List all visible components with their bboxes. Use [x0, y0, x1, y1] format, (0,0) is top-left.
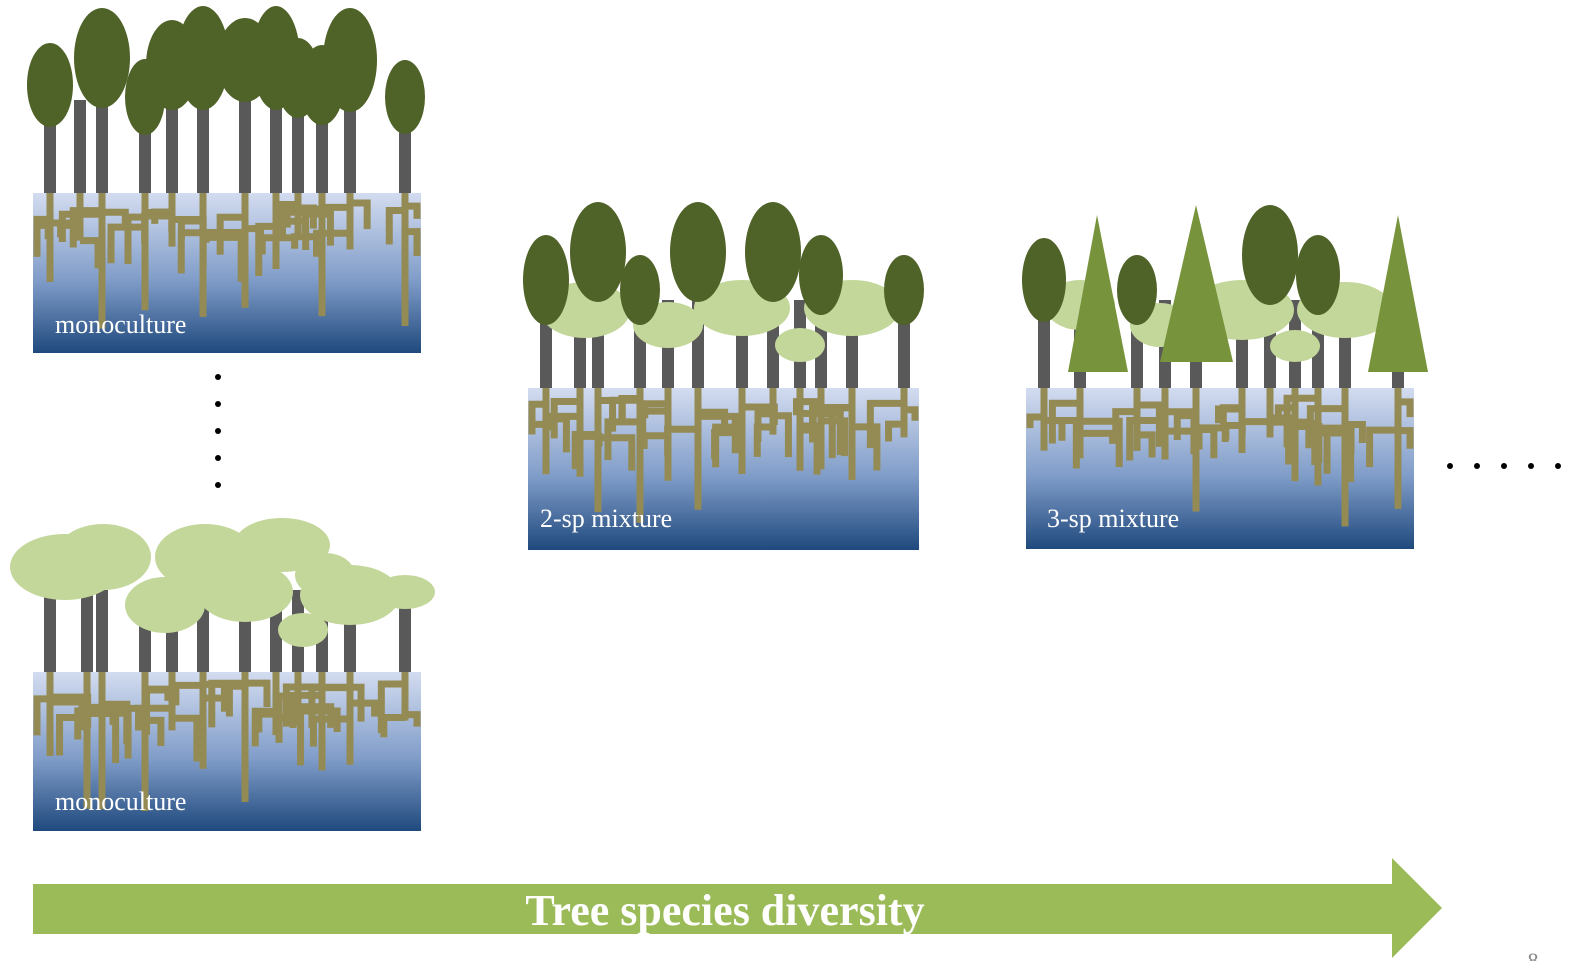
crown [1242, 205, 1298, 305]
root [177, 193, 245, 317]
root [753, 388, 792, 458]
crown [300, 565, 400, 625]
root [528, 388, 570, 475]
trunk [239, 100, 251, 197]
trunk [292, 100, 304, 197]
root [711, 388, 778, 475]
root [1366, 388, 1414, 509]
root [385, 193, 421, 327]
crown [775, 328, 825, 362]
crown [375, 575, 435, 609]
root [255, 193, 317, 277]
panel-label: 3-sp mixture [1047, 504, 1179, 533]
crown [197, 562, 293, 622]
ellipsis-vertical [215, 374, 221, 488]
trunk [74, 100, 86, 197]
crown [620, 255, 660, 325]
root [308, 672, 379, 765]
conifer-crown [1068, 215, 1128, 372]
root [109, 672, 172, 812]
crown [323, 8, 377, 112]
crown [125, 577, 205, 633]
root [792, 388, 849, 470]
root [107, 193, 176, 311]
trunk [197, 100, 209, 197]
crown [55, 524, 151, 590]
panel-label: 2-sp mixture [540, 504, 672, 533]
root [1238, 388, 1313, 465]
root [377, 672, 421, 738]
crown [1022, 238, 1066, 322]
crown [1296, 235, 1340, 315]
crown [278, 613, 328, 647]
illustration [10, 6, 1428, 831]
root [1306, 388, 1366, 527]
crown [799, 235, 843, 315]
root [74, 672, 132, 810]
root [135, 672, 201, 762]
root [58, 193, 129, 329]
root [56, 672, 120, 809]
crown [884, 255, 924, 325]
crown [1117, 255, 1157, 325]
trunk [81, 590, 93, 676]
ellipsis-horizontal [1447, 463, 1561, 469]
trunk [399, 590, 411, 676]
root [1283, 388, 1355, 486]
trunk [270, 100, 282, 197]
conifer-crown [1160, 205, 1233, 362]
trunk [344, 100, 356, 197]
trunk [44, 590, 56, 676]
root [664, 388, 739, 510]
root [208, 672, 271, 803]
panel-label: monoculture [55, 310, 186, 339]
trunk [96, 100, 108, 197]
root [866, 388, 919, 449]
crown [670, 202, 726, 302]
root [172, 672, 233, 769]
root [571, 388, 636, 513]
crown [570, 202, 626, 302]
crown [74, 8, 130, 108]
root [283, 193, 326, 317]
root [604, 388, 644, 523]
crown [1270, 330, 1320, 362]
crown [177, 6, 229, 110]
crown [523, 235, 569, 325]
crown [27, 43, 73, 127]
panel-label: monoculture [55, 787, 186, 816]
root [313, 193, 371, 257]
diversity-arrow [33, 858, 1442, 958]
page-number: 8 [1528, 948, 1539, 961]
trunk [166, 100, 178, 197]
arrow-label: Tree species diversity [525, 886, 924, 935]
root [1026, 388, 1080, 469]
crown [385, 60, 425, 134]
conifer-crown [1368, 215, 1428, 372]
root [141, 193, 207, 268]
trunk [1038, 300, 1050, 392]
crown [745, 202, 801, 302]
root [796, 388, 836, 475]
trunk [96, 590, 108, 676]
root [809, 388, 881, 480]
root [1274, 388, 1323, 482]
